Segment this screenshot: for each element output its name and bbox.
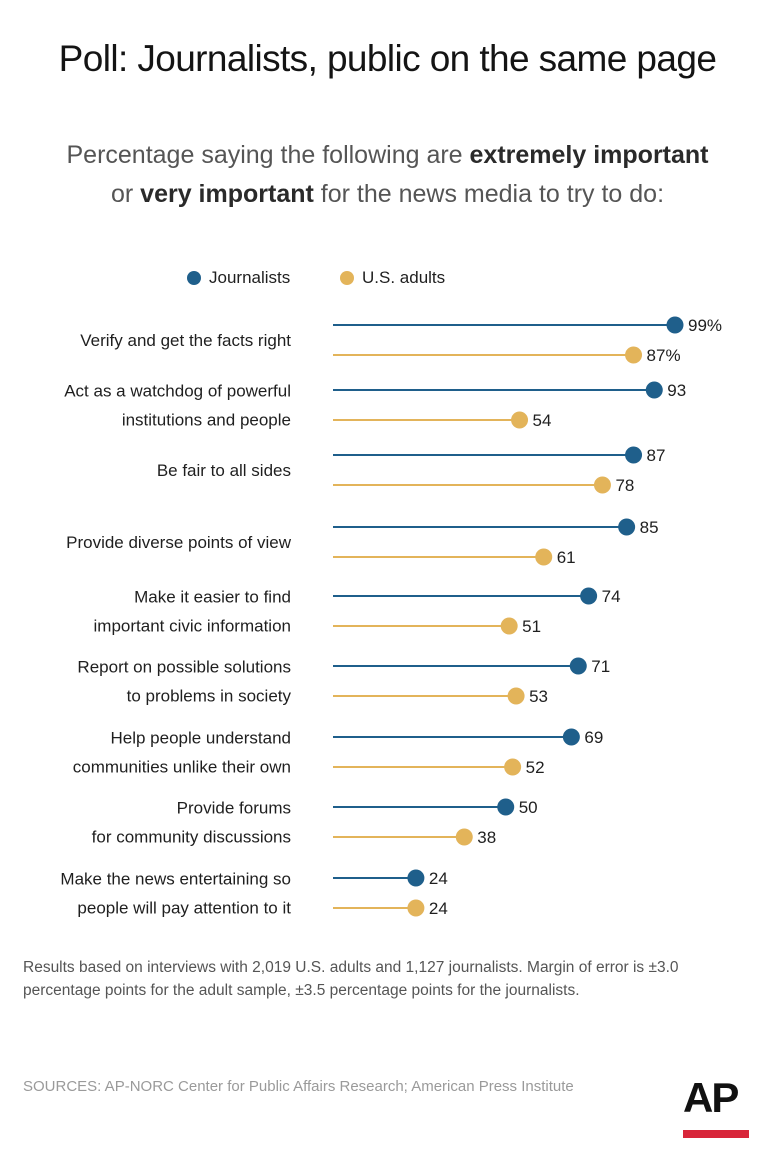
series-dot (535, 548, 553, 566)
data-label: 87% (647, 346, 681, 365)
data-label: 85 (640, 518, 659, 537)
category-label: Act as a watchdog of powerful (64, 382, 291, 401)
dot-chart: Verify and get the facts right 99% 87% Act … (60, 316, 722, 918)
data-label: 54 (533, 411, 552, 430)
category-label: Report on possible solutions (77, 658, 291, 677)
chart-sources: SOURCES: AP-NORC Center for Public Affai… (23, 1078, 574, 1095)
legend-label-adults: U.S. adults (362, 268, 446, 287)
series-dot (504, 758, 522, 776)
category-label: Make it easier to find (134, 588, 291, 607)
legend-journalists: Journalists (187, 268, 290, 288)
data-label: 50 (519, 798, 538, 817)
category-label: Help people understand (110, 729, 291, 748)
category-label: institutions and people (122, 411, 291, 430)
series-dot (507, 687, 525, 705)
category-label: to problems in society (127, 687, 292, 706)
series-dot (625, 446, 643, 464)
data-label: 52 (526, 758, 545, 777)
series-dot (580, 587, 598, 605)
series-dot (618, 518, 636, 536)
ap-logo-text: AP (683, 1074, 739, 1121)
category-label: important civic information (94, 617, 291, 636)
subtitle-bold-1: extremely important (469, 141, 709, 169)
subtitle-text-1: Percentage saying the following are (66, 141, 470, 169)
subtitle-text-2: or (110, 180, 141, 208)
data-label: 87 (647, 446, 666, 465)
series-dot (562, 728, 580, 746)
chart-subtitle: Percentage saying the following are extr… (0, 136, 775, 214)
legend-label-journalists: Journalists (209, 268, 291, 287)
series-dot (625, 346, 643, 364)
series-dot (455, 828, 473, 846)
category-label: Verify and get the facts right (80, 331, 291, 350)
data-label: 38 (477, 828, 496, 847)
series-dot (497, 798, 515, 816)
legend-dot-journalists (187, 271, 201, 285)
category-label: Be fair to all sides (157, 461, 291, 480)
series-dot (569, 657, 587, 675)
series-dot (511, 411, 529, 429)
data-label: 61 (557, 548, 576, 567)
series-dot (407, 899, 425, 917)
series-dot (666, 316, 684, 334)
data-label: 74 (602, 587, 621, 606)
category-label: Provide diverse points of view (66, 533, 292, 552)
ap-logo: AP (683, 1076, 753, 1146)
data-label: 53 (529, 687, 548, 706)
legend-dot-adults (340, 271, 354, 285)
series-dot (593, 476, 611, 494)
series-dot (645, 381, 663, 399)
data-label: 99% (688, 316, 722, 335)
category-label: Provide forums (177, 799, 291, 818)
data-label: 78 (615, 476, 634, 495)
data-label: 93 (667, 381, 686, 400)
data-label: 24 (429, 869, 448, 888)
legend-adults: U.S. adults (340, 268, 445, 288)
subtitle-bold-2: very important (140, 180, 314, 208)
data-label: 71 (591, 657, 610, 676)
series-dot (407, 869, 425, 887)
chart-title: Poll: Journalists, public on the same pa… (58, 38, 717, 79)
category-label: communities unlike their own (73, 758, 291, 777)
ap-logo-bar (683, 1130, 749, 1138)
category-label: Make the news entertaining so (60, 870, 291, 889)
category-label: people will pay attention to it (77, 899, 291, 918)
series-dot (500, 617, 518, 635)
chart-notes: Results based on interviews with 2,019 U… (23, 959, 679, 999)
data-label: 51 (522, 617, 541, 636)
category-label: for community discussions (92, 828, 291, 847)
data-label: 24 (429, 899, 448, 918)
subtitle-text-3: for the news media to try to do: (313, 180, 665, 208)
data-label: 69 (584, 728, 603, 747)
